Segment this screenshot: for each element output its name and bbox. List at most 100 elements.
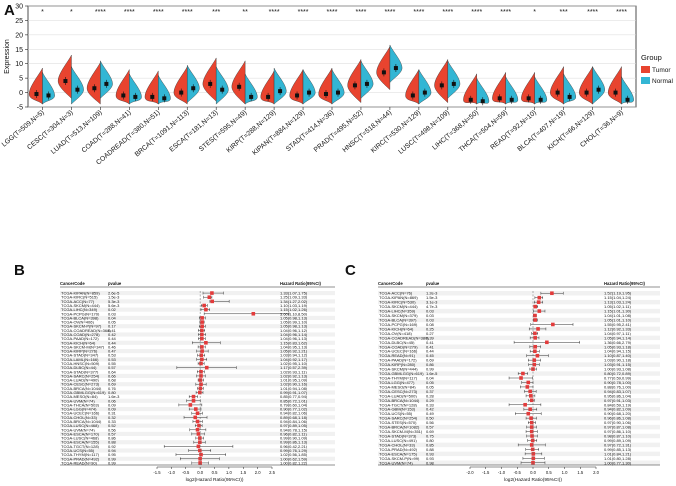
forest-row-code: TCGA-READ(N=91) <box>379 353 416 358</box>
forest-row-pvalue: 0.45 <box>426 353 435 358</box>
forest-row-code: TCGA-SKCM-M(N=351) <box>379 429 423 434</box>
forest-point <box>529 425 534 429</box>
forest-row-hr: 1.12(0.92,1.33) <box>604 326 632 331</box>
forest-point <box>528 389 532 394</box>
median-tumor <box>208 81 213 86</box>
forest-row-pvalue: 5.3e-3 <box>108 299 120 304</box>
forest-point <box>530 438 535 443</box>
forest-row-hr: 0.88(0.76,1.00) <box>604 384 632 389</box>
forest-point <box>536 300 541 304</box>
plot-a-ytick-label: 20 <box>15 32 23 39</box>
forest-row-pvalue: 0.28 <box>426 393 435 398</box>
forest-row-pvalue: 0.75 <box>426 434 435 439</box>
forest-row-pvalue: 0.08 <box>426 322 435 327</box>
forest-row-code: TCGA-COADREAD(N=368) <box>61 328 111 333</box>
forest-row-pvalue: 0.41 <box>426 344 435 349</box>
forest-row-code: TCGA-KIRP(N=276) <box>61 349 98 354</box>
forest-point <box>531 456 536 461</box>
forest-row-hr: 0.99(0.91,1.07) <box>280 390 308 395</box>
plot-a-ytick-label: 5 <box>19 76 23 83</box>
forest-row-hr: 1.00(0.93,1.08) <box>604 367 632 372</box>
forest-header-pvalue: pvalue <box>108 281 122 286</box>
median-tumor <box>381 70 386 75</box>
forest-row-band <box>60 307 335 312</box>
median-tumor <box>179 90 184 95</box>
plot-a-significance: **** <box>471 9 482 16</box>
forest-row-hr: 0.97(0.90,1.06) <box>604 420 632 425</box>
forest-row-pvalue: 0.39 <box>426 335 435 340</box>
forest-x-tick-label: -1.0 <box>498 470 506 475</box>
forest-row-code: TCGA-PCPG(N=170) <box>61 311 100 316</box>
forest-row-band <box>378 380 660 385</box>
forest-point <box>197 423 201 428</box>
forest-row-pvalue: 0.17 <box>108 324 117 329</box>
plot-a-xtick-label: STES(T=595,N=49) <box>198 109 249 153</box>
forest-x-label: log2(Hazard Ratio(95%CI)) <box>186 477 244 483</box>
forest-row-hr: 1.05(0.99,1.10) <box>280 320 308 325</box>
forest-row-pvalue: 0.06 <box>108 398 117 403</box>
forest-row-band <box>378 344 660 349</box>
forest-row-code: TCGA-DLBC(N=45) <box>379 340 415 345</box>
forest-row-code: TCGA-THYM(N=117) <box>379 376 418 381</box>
forest-row-code: TCGA-UCS(N=55) <box>379 411 413 416</box>
violin-normal <box>447 60 461 99</box>
violin-normal <box>389 44 403 83</box>
forest-point <box>199 382 203 387</box>
panel-label-b: B <box>14 262 25 279</box>
plot-a-xtick-label: KIRC(T=530,N=129) <box>370 109 422 154</box>
forest-row-pvalue: 0.99 <box>108 460 117 465</box>
legend-swatch-normal <box>641 77 650 84</box>
forest-point <box>550 291 554 296</box>
plot-a-xtick-label: HNSC(T=518,N=44) <box>342 109 394 154</box>
forest-row-hr: 0.94(0.83,1.07) <box>604 389 632 394</box>
plot-a-xtick-label: LUAD(T=513,N=109) <box>50 109 104 156</box>
forest-point <box>200 316 204 320</box>
forest-point <box>537 295 542 300</box>
forest-point <box>198 440 202 445</box>
forest-row-pvalue: 0.57 <box>108 365 117 370</box>
forest-row-code: TCGA-THYM(N=117) <box>61 452 100 457</box>
violin-tumor <box>144 70 159 105</box>
forest-row-hr: 1.04(0.92,1.17) <box>280 357 308 362</box>
forest-row-hr: 0.97(0.72,1.31) <box>604 442 632 447</box>
violin-tumor <box>173 66 188 105</box>
violin-tumor <box>86 62 101 105</box>
forest-row-hr: 1.05(0.93,1.18) <box>604 344 632 349</box>
forest-row-code: TCGA-BLCA(N=397) <box>379 318 417 323</box>
median-tumor <box>584 90 589 95</box>
forest-row-hr: 1.15(1.01,1.30) <box>604 309 632 314</box>
forest-row-pvalue: 0.55 <box>108 361 117 366</box>
forest-row-pvalue: 0.80 <box>108 390 117 395</box>
panel-label-a: A <box>4 2 15 19</box>
forest-row-hr: 0.85(0.72,1.01) <box>280 398 308 403</box>
median-normal <box>625 97 630 102</box>
forest-row-band <box>378 415 660 421</box>
plot-a-xtick-label: KIPAN(T=884,N=129) <box>251 109 306 157</box>
forest-row-pvalue: 0.53 <box>108 357 117 362</box>
plot-a-ytick-label: 30 <box>15 4 23 11</box>
violin-tumor <box>434 59 449 104</box>
forest-row-band <box>378 362 660 367</box>
median-tumor <box>613 90 618 95</box>
forest-row-hr: 1.00(0.77,1.30) <box>604 460 632 465</box>
forest-row-hr: 0.98(0.87,1.10) <box>604 434 632 439</box>
plot-a-ytick-label: -5 <box>17 105 23 112</box>
forest-row-band <box>60 332 335 337</box>
forest-row-code: TCGA-PAAD(N=172) <box>379 358 417 363</box>
forest-row-pvalue: 0.44 <box>426 349 435 354</box>
forest-row-pvalue: 0.44 <box>108 340 117 345</box>
forest-row-pvalue: 1.6e-5 <box>426 371 438 376</box>
forest-point <box>529 443 534 447</box>
forest-point <box>198 436 202 440</box>
violin-tumor <box>463 73 477 105</box>
forest-point <box>521 371 525 376</box>
median-tumor <box>121 93 126 98</box>
forest-row-hr: 1.05(0.98,1.13) <box>280 315 308 320</box>
forest-x-tick-label: -1.5 <box>482 470 490 475</box>
forest-point <box>529 429 534 434</box>
forest-row-pvalue: 0.85 <box>426 442 435 447</box>
forest-row-hr: 0.99(0.86,1.13) <box>280 440 308 445</box>
forest-row-hr: 0.77(0.59,0.99) <box>604 376 632 381</box>
forest-x-tick-label: -2.0 <box>466 470 474 475</box>
forest-row-code: TCGA-UVM(N=74) <box>61 427 95 432</box>
